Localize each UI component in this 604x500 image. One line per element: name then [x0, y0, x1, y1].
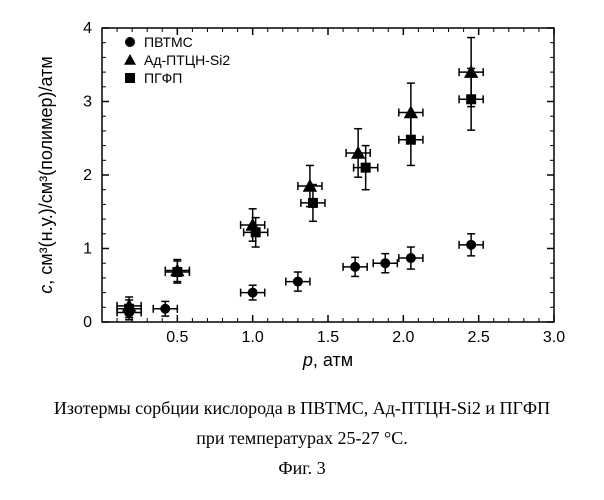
svg-text:p, атм: p, атм	[302, 350, 353, 370]
svg-text:4: 4	[83, 20, 92, 37]
svg-text:ПВТМС: ПВТМС	[144, 34, 193, 50]
svg-text:Ад-ПТЦН-Si2: Ад-ПТЦН-Si2	[144, 52, 230, 68]
svg-text:2: 2	[83, 167, 92, 184]
svg-text:2.0: 2.0	[392, 329, 414, 346]
caption-line-1: Изотермы сорбции кислорода в ПВТМС, Ад-П…	[0, 395, 604, 422]
svg-text:с, см³(н.у.)/см³(полимер)/атм: с, см³(н.у.)/см³(полимер)/атм	[36, 56, 56, 293]
svg-text:0: 0	[83, 314, 92, 331]
svg-text:1.0: 1.0	[242, 329, 264, 346]
caption-line-2: при температурах 25-27 °С.	[0, 425, 604, 452]
chart: 0.5 1.0 1.5 2.0 2.5 3.0 0 1 2 3 4 p, атм с, см³(н.у.…	[30, 10, 574, 380]
svg-text:0.5: 0.5	[166, 329, 188, 346]
page: 0.5 1.0 1.5 2.0 2.5 3.0 0 1 2 3 4 p, атм с, см³(н.у.…	[0, 0, 604, 500]
chart-svg: 0.5 1.0 1.5 2.0 2.5 3.0 0 1 2 3 4 p, атм с, см³(н.у.…	[30, 10, 574, 380]
svg-text:3.0: 3.0	[543, 329, 565, 346]
svg-text:2.5: 2.5	[468, 329, 490, 346]
svg-text:1: 1	[83, 241, 92, 258]
caption-figure-number: Фиг. 3	[0, 455, 604, 482]
svg-text:3: 3	[83, 94, 92, 111]
svg-text:1.5: 1.5	[317, 329, 339, 346]
svg-text:ПГФП: ПГФП	[144, 70, 182, 86]
